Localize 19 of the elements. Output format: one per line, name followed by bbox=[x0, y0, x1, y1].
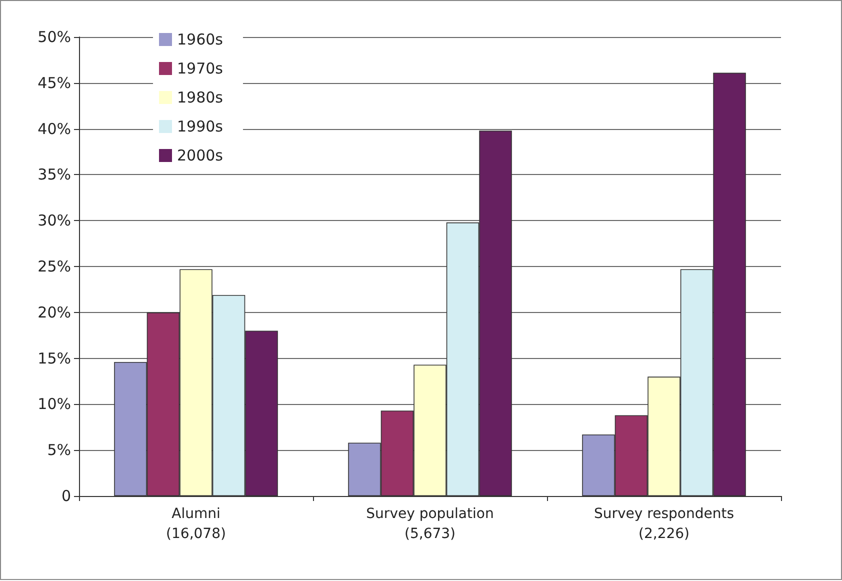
legend-label: 1980s bbox=[177, 88, 224, 106]
legend-label: 2000s bbox=[177, 146, 224, 164]
legend-label: 1990s bbox=[177, 118, 224, 136]
y-tick-label: 35% bbox=[38, 166, 71, 184]
y-tick-label: 20% bbox=[38, 303, 71, 322]
legend-label: 1960s bbox=[177, 30, 224, 48]
x-tick-label: Survey respondents (2,226) bbox=[594, 506, 734, 542]
legend-label: 1970s bbox=[177, 60, 224, 78]
x-tick-label: Survey population (5,673) bbox=[366, 506, 494, 542]
y-tick-label: 5% bbox=[47, 441, 71, 460]
y-tick-label: 40% bbox=[38, 120, 71, 138]
x-tick-label: Alumni (16,078) bbox=[166, 506, 226, 542]
y-tick-label: 0 bbox=[61, 487, 71, 505]
y-tick-label: 25% bbox=[38, 258, 71, 276]
y-tick-label: 45% bbox=[38, 74, 71, 92]
y-tick-label: 30% bbox=[38, 212, 71, 230]
y-tick-label: 15% bbox=[38, 349, 71, 368]
y-tick-label: 50% bbox=[38, 28, 71, 46]
y-tick-label: 10% bbox=[38, 395, 71, 414]
